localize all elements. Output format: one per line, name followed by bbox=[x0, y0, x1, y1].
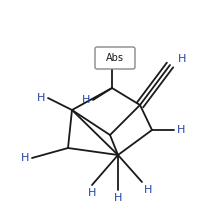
Text: H: H bbox=[21, 153, 29, 163]
FancyBboxPatch shape bbox=[95, 47, 135, 69]
Text: H: H bbox=[82, 95, 90, 105]
Text: H: H bbox=[88, 188, 96, 198]
Text: H: H bbox=[178, 54, 186, 64]
Text: H: H bbox=[177, 125, 185, 135]
Text: H: H bbox=[108, 48, 116, 58]
Text: H: H bbox=[114, 193, 122, 203]
Text: Abs: Abs bbox=[106, 53, 124, 63]
Text: H: H bbox=[144, 185, 152, 195]
Text: H: H bbox=[37, 93, 45, 103]
